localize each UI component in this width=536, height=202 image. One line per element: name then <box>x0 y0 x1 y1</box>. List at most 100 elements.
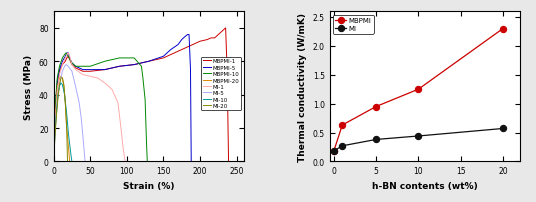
MBPMI-5 <box>184 34 191 37</box>
MBPMI-1 <box>116 66 123 68</box>
MI-10 <box>58 82 64 85</box>
MBPMI-1 <box>56 71 63 73</box>
MI-10 <box>69 160 75 163</box>
MI-1 <box>66 56 73 58</box>
MBPMI-5 <box>50 160 57 163</box>
MBPMI-5 <box>80 69 86 72</box>
MI-10 <box>53 110 59 113</box>
MBPMI-5 <box>186 34 192 37</box>
MI-5 <box>50 160 57 163</box>
MBPMI-10 <box>140 77 146 80</box>
MI-5 <box>76 102 83 105</box>
MBPMI-10 <box>54 77 61 80</box>
MI-20 <box>61 84 67 86</box>
Line: MBPMI-10: MBPMI-10 <box>54 54 147 162</box>
MBPMI-1 <box>64 57 70 60</box>
MI-5 <box>52 130 58 133</box>
MBPMI-5 <box>65 53 71 55</box>
MI-5 <box>80 136 86 138</box>
Line: MI-1: MI-1 <box>54 54 125 162</box>
MBPMI-10 <box>63 53 69 55</box>
MBPMI-20 <box>64 127 70 130</box>
MI-1 <box>118 127 124 130</box>
MBPMI-1 <box>131 64 137 66</box>
MBPMI-1 <box>189 44 196 46</box>
MBPMI-1 <box>175 51 181 53</box>
MBPMI-1 <box>102 69 108 72</box>
MBPMI-10 <box>61 54 68 57</box>
MI-5 <box>54 101 61 103</box>
MBPMI-10 <box>59 57 65 60</box>
MI-10 <box>64 114 70 116</box>
MI-1 <box>122 160 129 163</box>
MBPMI <box>373 106 379 108</box>
MBPMI-10 <box>144 160 151 163</box>
Y-axis label: Stress (MPa): Stress (MPa) <box>25 55 33 119</box>
MBPMI-20 <box>58 76 64 78</box>
MBPMI-10 <box>52 107 58 110</box>
MI-20 <box>55 97 61 100</box>
Line: MI-10: MI-10 <box>54 84 72 162</box>
MBPMI-1 <box>65 56 71 58</box>
MBPMI-5 <box>146 61 152 63</box>
MBPMI-20 <box>61 86 67 88</box>
MI-5 <box>78 119 85 121</box>
MI-10 <box>61 94 68 96</box>
MBPMI-5 <box>59 61 65 63</box>
MBPMI-1 <box>222 27 229 30</box>
MBPMI-20 <box>50 160 57 163</box>
MI-5 <box>72 86 79 88</box>
MBPMI-20 <box>65 144 71 146</box>
MI-1 <box>65 53 71 55</box>
MBPMI-1 <box>182 47 189 50</box>
Line: MBPMI: MBPMI <box>331 26 506 154</box>
MBPMI-10 <box>65 56 71 58</box>
MBPMI <box>339 124 346 127</box>
MBPMI-5 <box>56 69 63 72</box>
MBPMI-5 <box>178 39 185 42</box>
MI-1 <box>80 74 86 76</box>
MBPMI-10 <box>50 160 57 163</box>
MI-1 <box>52 124 58 126</box>
MBPMI-20 <box>56 77 63 80</box>
MBPMI-10 <box>87 66 93 68</box>
MBPMI-1 <box>69 64 75 66</box>
MBPMI-1 <box>168 54 174 57</box>
MI-5 <box>69 71 75 73</box>
MBPMI-1 <box>208 38 214 40</box>
MI-1 <box>72 69 79 72</box>
MI-1 <box>50 160 57 163</box>
Y-axis label: Thermal conductivity (W/mK): Thermal conductivity (W/mK) <box>298 13 307 161</box>
MBPMI-5 <box>62 56 69 58</box>
MI-1 <box>102 82 108 85</box>
MI-1 <box>115 102 121 105</box>
MI-10 <box>65 130 71 133</box>
MI-1 <box>56 74 63 76</box>
Line: MBPMI-5: MBPMI-5 <box>54 35 191 162</box>
MI-20 <box>53 114 59 116</box>
MI-5 <box>81 152 87 155</box>
MBPMI-1 <box>72 67 79 70</box>
MI-1 <box>64 54 70 57</box>
MI-20 <box>58 77 64 80</box>
MBPMI-5 <box>188 160 195 163</box>
MBPMI-5 <box>187 69 193 72</box>
MBPMI <box>500 28 506 31</box>
MBPMI-5 <box>160 56 167 58</box>
MBPMI-1 <box>211 38 218 40</box>
MBPMI-1 <box>225 160 232 163</box>
MI <box>415 135 422 138</box>
Line: MI-20: MI-20 <box>54 79 68 162</box>
MBPMI-1 <box>59 64 65 66</box>
MBPMI-1 <box>219 31 225 33</box>
MI-20 <box>59 77 65 80</box>
MI-5 <box>61 66 68 68</box>
MBPMI-5 <box>168 49 174 52</box>
MBPMI-10 <box>56 66 63 68</box>
X-axis label: h-BN contents (wt%): h-BN contents (wt%) <box>372 181 478 190</box>
MI-10 <box>56 86 63 88</box>
MBPMI-10 <box>72 66 79 68</box>
MBPMI-5 <box>182 36 189 38</box>
MI-5 <box>63 64 69 66</box>
Line: MI-5: MI-5 <box>54 65 85 162</box>
